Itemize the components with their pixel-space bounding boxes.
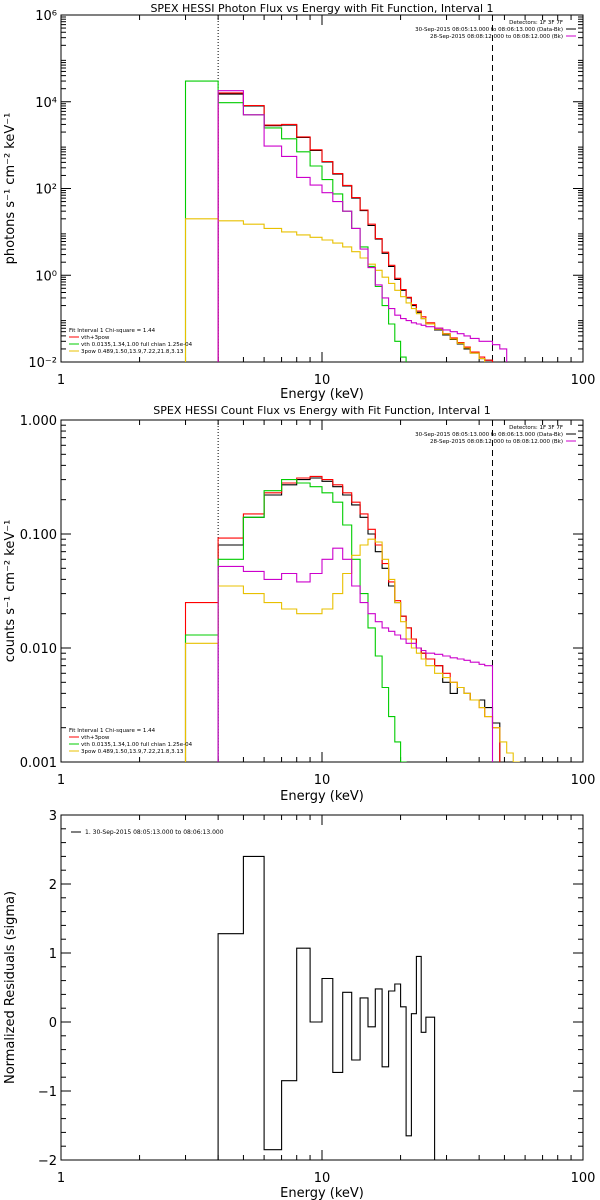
x-tick-label: 100 <box>571 373 596 388</box>
series-data-bk <box>217 477 501 762</box>
fit-legend-entry: vth+3pow <box>81 335 110 341</box>
y-tick-label: 2 <box>49 878 57 893</box>
legend-entry: Detectors: 1F 3F 7F <box>509 425 563 431</box>
fit-legend-entry: vth 0.0135,1.34,1.00 full chian 1.25e-04 <box>81 742 193 748</box>
series-residuals <box>217 855 436 1160</box>
fit-legend-entry: 3pow 0.489,1.50,13.9,7.22,21.8,3.13 <box>81 349 184 355</box>
x-axis-label: Energy (keV) <box>280 387 364 402</box>
x-tick-label: 1 <box>57 373 65 388</box>
x-axis-label: Energy (keV) <box>280 789 364 804</box>
fit-legend-entry: Fit Interval 1 Chi-square = 1.44 <box>69 328 156 334</box>
panel-3: Energy (keV) Normalized Residuals (sigma)… <box>3 809 595 1200</box>
y-axis-label: counts s⁻¹ cm⁻² keV⁻¹ <box>3 520 18 663</box>
y-tick-label: 3 <box>49 809 57 824</box>
legend-entry: 28-Sep-2015 08:08:12.000 to 08:08:12.000… <box>430 34 563 40</box>
x-tick-label: 10 <box>314 373 331 388</box>
series-vth <box>184 479 407 762</box>
panel-2: SPEX HESSI Count Flux vs Energy with Fit… <box>3 404 595 804</box>
legend-entry: 30-Sep-2015 08:05:13.000 to 08:06:13.000… <box>415 432 563 438</box>
x-tick-label: 10 <box>314 773 331 788</box>
y-tick-label: 0.001 <box>20 756 57 771</box>
y-tick-label: 10⁻² <box>28 356 57 371</box>
series-3pow <box>184 538 520 762</box>
series-bk <box>217 547 494 762</box>
legend-entry: 28-Sep-2015 08:08:12.000 to 08:08:12.000… <box>430 439 563 445</box>
plot-frame <box>60 419 584 763</box>
y-tick-label: 0 <box>49 1016 57 1031</box>
fit-legend-entry: vth+3pow <box>81 735 110 741</box>
series-bk <box>217 90 508 362</box>
fit-legend-entry: vth 0.0135,1.34,1.00 full chian 1.25e-04 <box>81 342 193 348</box>
x-tick-label: 100 <box>571 773 596 788</box>
fit-legend-entry: Fit Interval 1 Chi-square = 1.44 <box>69 728 156 734</box>
chart-title: SPEX HESSI Count Flux vs Energy with Fit… <box>153 404 490 417</box>
chart-title: SPEX HESSI Photon Flux vs Energy with Fi… <box>150 2 493 15</box>
y-tick-label: 0.100 <box>20 528 57 543</box>
y-tick-label: 10⁶ <box>35 9 57 24</box>
x-tick-label: 10 <box>314 1171 331 1186</box>
x-tick-label: 100 <box>571 1171 596 1186</box>
y-tick-label: 0.010 <box>20 642 57 657</box>
y-tick-label: 10² <box>35 183 57 198</box>
series-data-bk <box>217 93 494 362</box>
fit-legend-entry: 3pow 0.489,1.50,13.9,7.22,21.8,3.13 <box>81 749 184 755</box>
y-tick-label: 1.000 <box>20 414 57 429</box>
y-tick-label: 10⁴ <box>35 96 57 111</box>
legend-entry: Detectors: 1F 3F 7F <box>509 20 563 26</box>
series-vth-3pow <box>217 92 494 362</box>
y-axis-label: photons s⁻¹ cm⁻² keV⁻¹ <box>3 113 18 265</box>
legend-entry: 30-Sep-2015 08:05:13.000 to 08:06:13.000… <box>415 27 563 33</box>
residual-legend-entry: 1. 30-Sep-2015 08:05:13.000 to 08:06:13.… <box>85 829 224 836</box>
y-tick-label: −2 <box>38 1154 57 1169</box>
y-tick-label: −1 <box>38 1085 57 1100</box>
y-tick-label: 10⁰ <box>35 269 57 284</box>
panel-1: SPEX HESSI Photon Flux vs Energy with Fi… <box>3 2 595 402</box>
x-tick-label: 1 <box>57 1171 65 1186</box>
x-tick-label: 1 <box>57 773 65 788</box>
x-axis-label: Energy (keV) <box>280 1186 364 1200</box>
y-axis-label: Normalized Residuals (sigma) <box>3 891 18 1084</box>
y-tick-label: 1 <box>49 947 57 962</box>
series-3pow <box>184 218 486 362</box>
